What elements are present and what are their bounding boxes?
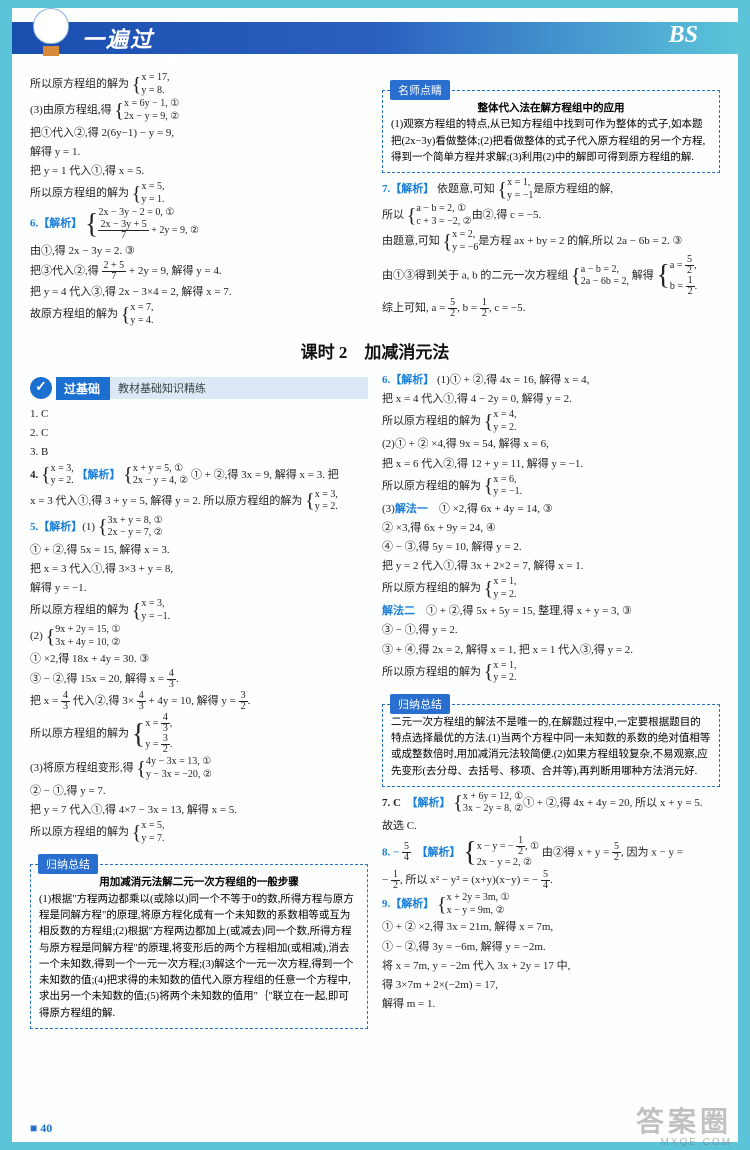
book-subtitle: 初中数学 八年级上册 bbox=[84, 54, 177, 69]
watermark-url: MXQE.COM bbox=[660, 1137, 732, 1148]
upper-columns: 所以原方程组的解为 {x = 17,y = 8. (3)由原方程组,得 {x =… bbox=[30, 72, 720, 328]
right-col-upper: 名师点睛 整体代入法在解方程组中的应用 (1)观察方程组的特点,从已知方程组中找… bbox=[382, 72, 720, 328]
section-title: 课时 2 加减消元法 bbox=[30, 338, 720, 363]
balloon-icon bbox=[30, 8, 72, 62]
tip-badge: 名师点睛 bbox=[390, 80, 450, 100]
lower-columns: ✓ 过基础 教材基础知识精练 1. C 2. C 3. B 4. {x = 3,… bbox=[30, 371, 720, 1029]
summary-box-1: 用加减消元法解二元一次方程组的一般步骤 (1)根据"方程两边都乘以(或除以)同一… bbox=[30, 864, 368, 1028]
right-col-lower: 6.【解析】 (1)① + ②,得 4x = 16, 解得 x = 4, 把 x… bbox=[382, 371, 720, 1029]
summary-badge-1: 归纳总结 bbox=[38, 854, 98, 874]
left-col-upper: 所以原方程组的解为 {x = 17,y = 8. (3)由原方程组,得 {x =… bbox=[30, 72, 368, 328]
sub-banner: ✓ 过基础 教材基础知识精练 bbox=[30, 377, 368, 399]
check-icon: ✓ bbox=[30, 377, 52, 399]
summary-badge-2: 归纳总结 bbox=[390, 694, 450, 714]
page-header: 一遍过 初中数学 八年级上册 BS bbox=[12, 8, 738, 64]
summary-box-2: 二元一次方程组的解法不是唯一的,在解题过程中,一定要根据题目的特点选择最优的方法… bbox=[382, 704, 720, 787]
page-number: 40 bbox=[30, 1121, 52, 1136]
edition-tag: BS bbox=[669, 22, 698, 49]
left-col-lower: ✓ 过基础 教材基础知识精练 1. C 2. C 3. B 4. {x = 3,… bbox=[30, 371, 368, 1029]
series-title: 一遍过 bbox=[82, 22, 154, 54]
watermark: 答案圈 bbox=[636, 1100, 732, 1140]
tip-box: 整体代入法在解方程组中的应用 (1)观察方程组的特点,从已知方程组中找到可作为整… bbox=[382, 90, 720, 173]
